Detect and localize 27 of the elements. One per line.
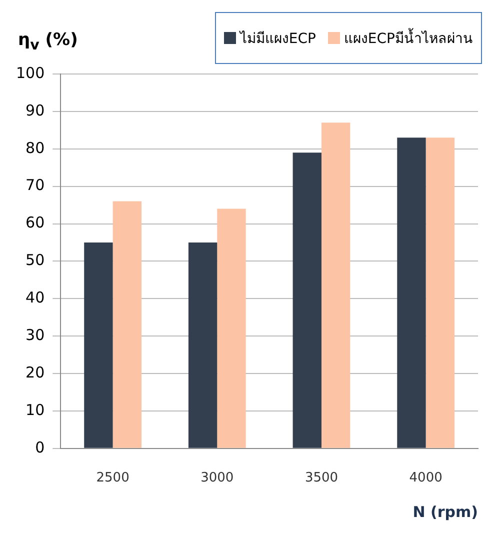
y-tick-label: 50 xyxy=(26,251,45,270)
bar xyxy=(397,138,426,448)
bar xyxy=(321,122,350,448)
y-axis-title: η$_{v}$ (%) xyxy=(18,30,78,54)
legend-label: แผงECPมีน้ำไหลผ่าน xyxy=(344,27,473,49)
x-axis-title: N (rpm) xyxy=(412,502,478,521)
y-tick-label: 0 xyxy=(35,438,45,456)
y-tick-label: 100 xyxy=(16,64,45,82)
bar xyxy=(292,152,322,448)
legend-label: ไม่มีแผงECP xyxy=(240,30,316,49)
bar xyxy=(84,242,113,448)
y-tick-label: 40 xyxy=(26,288,45,307)
x-tick-label: 2500 xyxy=(96,470,130,486)
x-tick-label: 3000 xyxy=(200,470,234,486)
y-tick-label: 20 xyxy=(26,363,45,382)
y-tick-label: 80 xyxy=(26,138,45,157)
x-tick-label: 3500 xyxy=(304,470,338,486)
y-tick-label: 30 xyxy=(26,326,45,344)
y-tick-label: 90 xyxy=(26,101,45,120)
bar xyxy=(188,242,218,448)
bar xyxy=(426,138,455,448)
x-tick-label: 4000 xyxy=(409,470,442,486)
bar xyxy=(217,208,246,448)
y-tick-label: 70 xyxy=(26,176,45,194)
bar xyxy=(112,201,142,448)
y-tick-label: 60 xyxy=(26,214,45,232)
y-tick-label: 10 xyxy=(26,400,45,419)
